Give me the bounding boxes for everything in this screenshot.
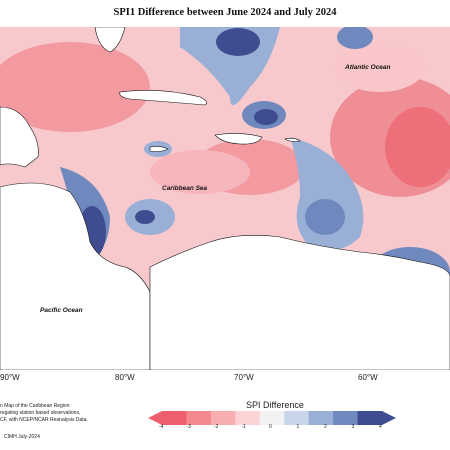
legend-cell bbox=[333, 411, 359, 425]
land-central-america bbox=[0, 182, 151, 370]
legend-title: SPI Difference bbox=[246, 400, 304, 410]
legend-value: 1 bbox=[296, 424, 300, 430]
wet-core-antilles bbox=[305, 199, 345, 235]
spi-map: Atlantic Ocean Caribbean Sea Pacific Oce… bbox=[0, 27, 450, 370]
legend-colorbar bbox=[148, 411, 396, 425]
map-title: SPI1 Difference between June 2024 and Ju… bbox=[113, 7, 337, 18]
label-pacific: Pacific Ocean bbox=[40, 307, 83, 314]
legend-cell bbox=[308, 411, 334, 425]
legend-arrow-left bbox=[148, 411, 162, 425]
legend-value: -3 bbox=[186, 424, 191, 430]
legend-cells bbox=[162, 411, 383, 425]
credit-line-1: n Map of the Caribbean Region bbox=[0, 403, 70, 409]
lon-tick-70w: 70°W bbox=[234, 373, 254, 382]
legend-cell bbox=[284, 411, 310, 425]
wet-core-central bbox=[254, 109, 278, 125]
dry-core-atlantic bbox=[385, 107, 450, 187]
label-atlantic: Atlantic Ocean bbox=[344, 64, 391, 71]
legend-cell bbox=[186, 411, 212, 425]
light-dry-north bbox=[335, 42, 425, 92]
legend-cell bbox=[162, 411, 187, 425]
dry-zone-gulf bbox=[0, 42, 150, 132]
date-note: CIMH July-2024 bbox=[4, 434, 40, 440]
credit-line-3: CF, with NCEP/NCAR Reanalysis Data. bbox=[0, 417, 88, 423]
legend-cell bbox=[259, 411, 285, 425]
legend-cell bbox=[357, 411, 383, 425]
land-florida bbox=[94, 27, 126, 53]
legend-value: 0 bbox=[269, 424, 272, 430]
land-cuba bbox=[119, 90, 207, 106]
legend-value: -4 bbox=[159, 424, 164, 430]
land-layer bbox=[0, 27, 450, 370]
lon-tick-60w: 60°W bbox=[358, 373, 378, 382]
legend-value: 3 bbox=[351, 424, 355, 430]
legend-value: -2 bbox=[214, 424, 219, 430]
land-jamaica bbox=[149, 146, 169, 152]
land-hispaniola bbox=[214, 133, 263, 145]
lon-tick-80w: 80°W bbox=[115, 373, 135, 382]
legend-arrow-right bbox=[382, 411, 396, 425]
lon-tick-90w: 90°W bbox=[0, 373, 20, 382]
legend-cell bbox=[210, 411, 236, 425]
spi-map-canvas: Atlantic Ocean Caribbean Sea Pacific Oce… bbox=[0, 27, 450, 370]
wet-anomaly-layer bbox=[60, 27, 450, 299]
legend-value: 4 bbox=[379, 424, 382, 430]
dry-zone-caribbean-west bbox=[150, 150, 250, 194]
credit-line-2: regating station based observations, bbox=[0, 410, 81, 416]
wet-zone-ne bbox=[337, 27, 373, 49]
legend-value: -1 bbox=[241, 424, 246, 430]
legend-value: 2 bbox=[324, 424, 327, 430]
legend-cell bbox=[235, 411, 261, 425]
wet-core-north bbox=[216, 28, 260, 56]
wet-core-sw-caribbean bbox=[135, 210, 155, 224]
land-south-america bbox=[149, 235, 450, 370]
label-caribbean: Caribbean Sea bbox=[162, 185, 208, 192]
land-puerto-rico bbox=[284, 138, 301, 142]
land-yucatan bbox=[0, 106, 39, 168]
